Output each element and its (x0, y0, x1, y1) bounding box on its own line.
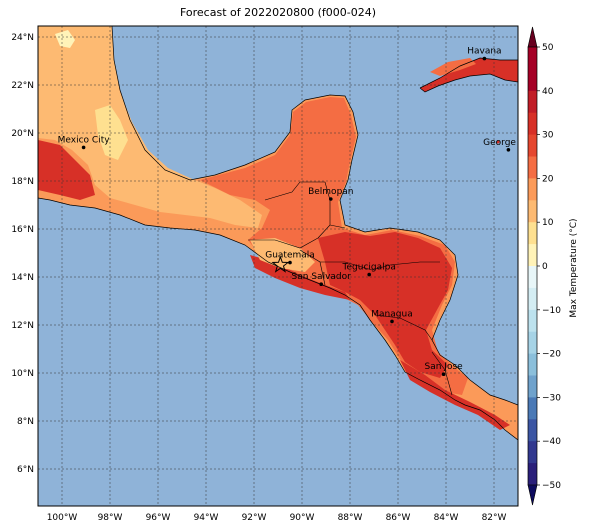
colorbar-tick-label: −30 (542, 393, 561, 403)
city-dot (367, 272, 372, 277)
colorbar-band (528, 134, 537, 157)
colorbar-band (528, 47, 537, 70)
lat-tick-label: 24°N (11, 33, 34, 43)
colorbar-tick-label: 0 (542, 262, 548, 272)
colorbar (527, 26, 538, 506)
city-label: Tegucigalpa (342, 263, 396, 273)
land-cayman (496, 140, 500, 144)
colorbar-band (528, 353, 537, 376)
lon-tick-label: 92°W (242, 513, 267, 523)
lat-tick-label: 18°N (11, 177, 34, 187)
colorbar-band (528, 266, 537, 289)
city-label: George Tov (483, 138, 534, 148)
colorbar-tick-label: −40 (542, 437, 561, 447)
colorbar-band (528, 463, 537, 486)
lat-tick-label: 6°N (17, 465, 34, 475)
city-layer: Havana Mexico City George Tov Belmopan Guate… (58, 47, 534, 377)
coastline-pacific (38, 197, 518, 441)
colorbar-band (528, 90, 537, 114)
region-hot-costa-rica (400, 360, 510, 430)
city-dot (390, 319, 394, 324)
lon-tick-label: 94°W (194, 513, 219, 523)
colorbar-tick-label: 50 (542, 43, 554, 53)
colorbar-band (528, 68, 537, 92)
colorbar-tick-label: −10 (542, 306, 561, 316)
lat-tick-label: 8°N (17, 417, 34, 427)
longitude-ticks: 100°W 98°W 96°W 94°W 92°W 90°W 88°W 86°W 84°W 82°… (47, 513, 507, 523)
colorbar-band (528, 222, 537, 245)
latitude-ticks: 24°N 22°N 20°N 18°N 16°N 14°N 12°N 10°N 8°N 6°N (11, 33, 34, 475)
lat-tick-label: 16°N (11, 225, 34, 235)
lon-tick-label: 98°W (98, 513, 123, 523)
colorbar-band (528, 441, 537, 464)
colorbar-band (528, 200, 537, 223)
region-cooler (95, 105, 128, 160)
colorbar-tick-label: 40 (542, 87, 554, 97)
colorbar-tick-label: −20 (542, 350, 561, 360)
coastline-cuba (419, 57, 518, 93)
country-borders (248, 181, 453, 396)
city-label: Guatemala (265, 251, 315, 261)
colorbar-band (528, 287, 537, 311)
region-guatemala-highland (250, 238, 315, 272)
colorbar-tick-label: 20 (542, 174, 554, 184)
colorbar-band (528, 156, 537, 179)
city-dot (329, 197, 333, 201)
lat-tick-label: 12°N (11, 321, 34, 331)
colorbar-label: Max Temperature (°C) (569, 218, 579, 317)
map-area: Havana Mexico City George Tov Belmopan Guate… (38, 26, 534, 506)
lon-tick-label: 90°W (290, 513, 315, 523)
city-dot (441, 372, 446, 377)
city-label: Belmopan (308, 187, 353, 197)
city-label: Mexico City (58, 135, 111, 145)
colorbar-band (528, 375, 537, 398)
colorbar-band (528, 309, 537, 333)
city-label: San Jose (425, 362, 464, 372)
lat-tick-label: 10°N (11, 369, 34, 379)
colorbar-band (528, 397, 537, 420)
colorbar-band (528, 419, 537, 442)
city-label: San Salvador (292, 272, 352, 282)
colorbar-band (528, 112, 537, 136)
lon-tick-label: 84°W (434, 513, 459, 523)
city-label: Managua (371, 309, 412, 319)
colorbar-bottom-arrow (527, 484, 538, 506)
lon-tick-label: 86°W (386, 513, 411, 523)
colorbar-tick-label: 10 (542, 218, 554, 228)
land-cuba-west (430, 58, 476, 76)
city-dot (482, 56, 487, 61)
colorbar-tick-label: −50 (542, 481, 561, 491)
lat-tick-label: 22°N (11, 81, 34, 91)
map-frame (37, 25, 519, 507)
lat-tick-label: 20°N (11, 129, 34, 139)
region-hottest-west (38, 140, 95, 200)
region-hottest (318, 232, 452, 378)
lon-tick-label: 82°W (482, 513, 507, 523)
city-dot (319, 282, 324, 287)
colorbar-top-arrow (527, 26, 538, 48)
lon-tick-label: 100°W (47, 513, 78, 523)
colorbar-tick-label: 30 (542, 131, 554, 141)
city-label: Havana (467, 47, 501, 57)
colorbar-ticks: 50 40 30 20 10 0 −10 −20 −30 −40 −50 (537, 43, 561, 491)
region-hot-coast (250, 255, 350, 300)
region-coolest (55, 30, 75, 48)
colorbar-band (528, 331, 537, 355)
city-dot (81, 145, 86, 150)
city-dot (506, 148, 511, 152)
star-marker (271, 255, 290, 273)
lon-tick-label: 88°W (338, 513, 363, 523)
lat-tick-label: 14°N (11, 273, 34, 283)
map-title: Forecast of 2022020800 (f000-024) (179, 6, 377, 19)
region-cool-highlands (38, 26, 262, 228)
graticule (38, 26, 518, 506)
colorbar-band (528, 178, 537, 201)
city-dot (288, 260, 292, 265)
colorbar-band (528, 244, 537, 267)
lon-tick-label: 96°W (146, 513, 171, 523)
